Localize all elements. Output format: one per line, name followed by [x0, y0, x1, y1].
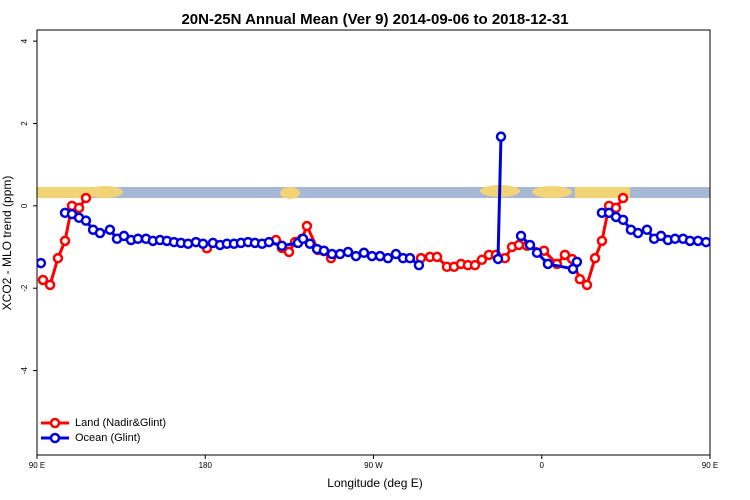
data-point [334, 248, 346, 260]
data-point [692, 235, 704, 247]
data-point [413, 259, 425, 271]
data-point [358, 247, 370, 259]
map-strip [37, 185, 710, 199]
x-axis-label: Longitude (deg E) [327, 476, 422, 490]
data-point [476, 254, 488, 266]
plot-area [37, 131, 710, 291]
data-point [304, 238, 316, 249]
data-point [263, 236, 275, 248]
data-point [37, 274, 49, 286]
data-point [700, 236, 710, 248]
data-point [283, 246, 295, 258]
data-point [276, 240, 288, 252]
data-point [318, 245, 330, 256]
data-point [617, 192, 629, 204]
data-point [641, 224, 653, 235]
legend-marker [49, 417, 61, 429]
data-point [596, 235, 608, 247]
data-point [574, 273, 586, 285]
data-point [382, 252, 394, 264]
data-point [350, 250, 362, 262]
y-tick-label: -4 [20, 366, 29, 374]
data-point [469, 259, 481, 271]
data-point [617, 214, 629, 226]
data-point [589, 252, 601, 264]
legend-label: Ocean (Glint) [75, 432, 140, 444]
data-point [104, 224, 116, 235]
x-tick-label: 90 E [702, 461, 718, 470]
data-point [94, 227, 106, 239]
legend-label: Land (Nadir&Glint) [75, 417, 166, 429]
data-point [542, 258, 554, 270]
y-tick-label: 0 [20, 203, 29, 208]
y-axis-label: XCO2 - MLO trend (ppm) [0, 176, 14, 311]
data-point [632, 227, 644, 239]
data-point [492, 253, 504, 265]
x-tick-label: 180 [199, 461, 213, 470]
data-point [37, 257, 47, 269]
chart-title: 20N-25N Annual Mean (Ver 9) 2014-09-06 t… [181, 11, 568, 28]
y-tick-label: -2 [20, 284, 29, 292]
data-point [80, 192, 92, 204]
data-point [495, 131, 507, 142]
data-point [581, 279, 593, 291]
data-point [571, 256, 583, 268]
data-point [431, 251, 443, 263]
y-tick-label: 4 [20, 38, 29, 43]
data-point [301, 220, 313, 232]
legend: Land (Nadir&Glint) Ocean (Glint) [41, 417, 166, 444]
x-tick-label: 90 W [364, 461, 383, 470]
y-tick-label: 2 [20, 121, 29, 126]
data-point [80, 215, 92, 226]
data-point [531, 247, 543, 259]
legend-marker [49, 432, 61, 444]
data-point [297, 233, 309, 245]
x-tick-label: 90 E [29, 461, 45, 470]
data-point [515, 230, 527, 242]
data-point [59, 235, 71, 247]
x-tick-label: 0 [540, 461, 545, 470]
data-point [404, 252, 416, 264]
data-point [197, 238, 209, 249]
data-point [524, 239, 536, 251]
data-point [73, 202, 85, 214]
data-point [52, 252, 64, 264]
data-point [44, 279, 56, 291]
data-point [513, 239, 525, 251]
data-point [342, 246, 354, 258]
